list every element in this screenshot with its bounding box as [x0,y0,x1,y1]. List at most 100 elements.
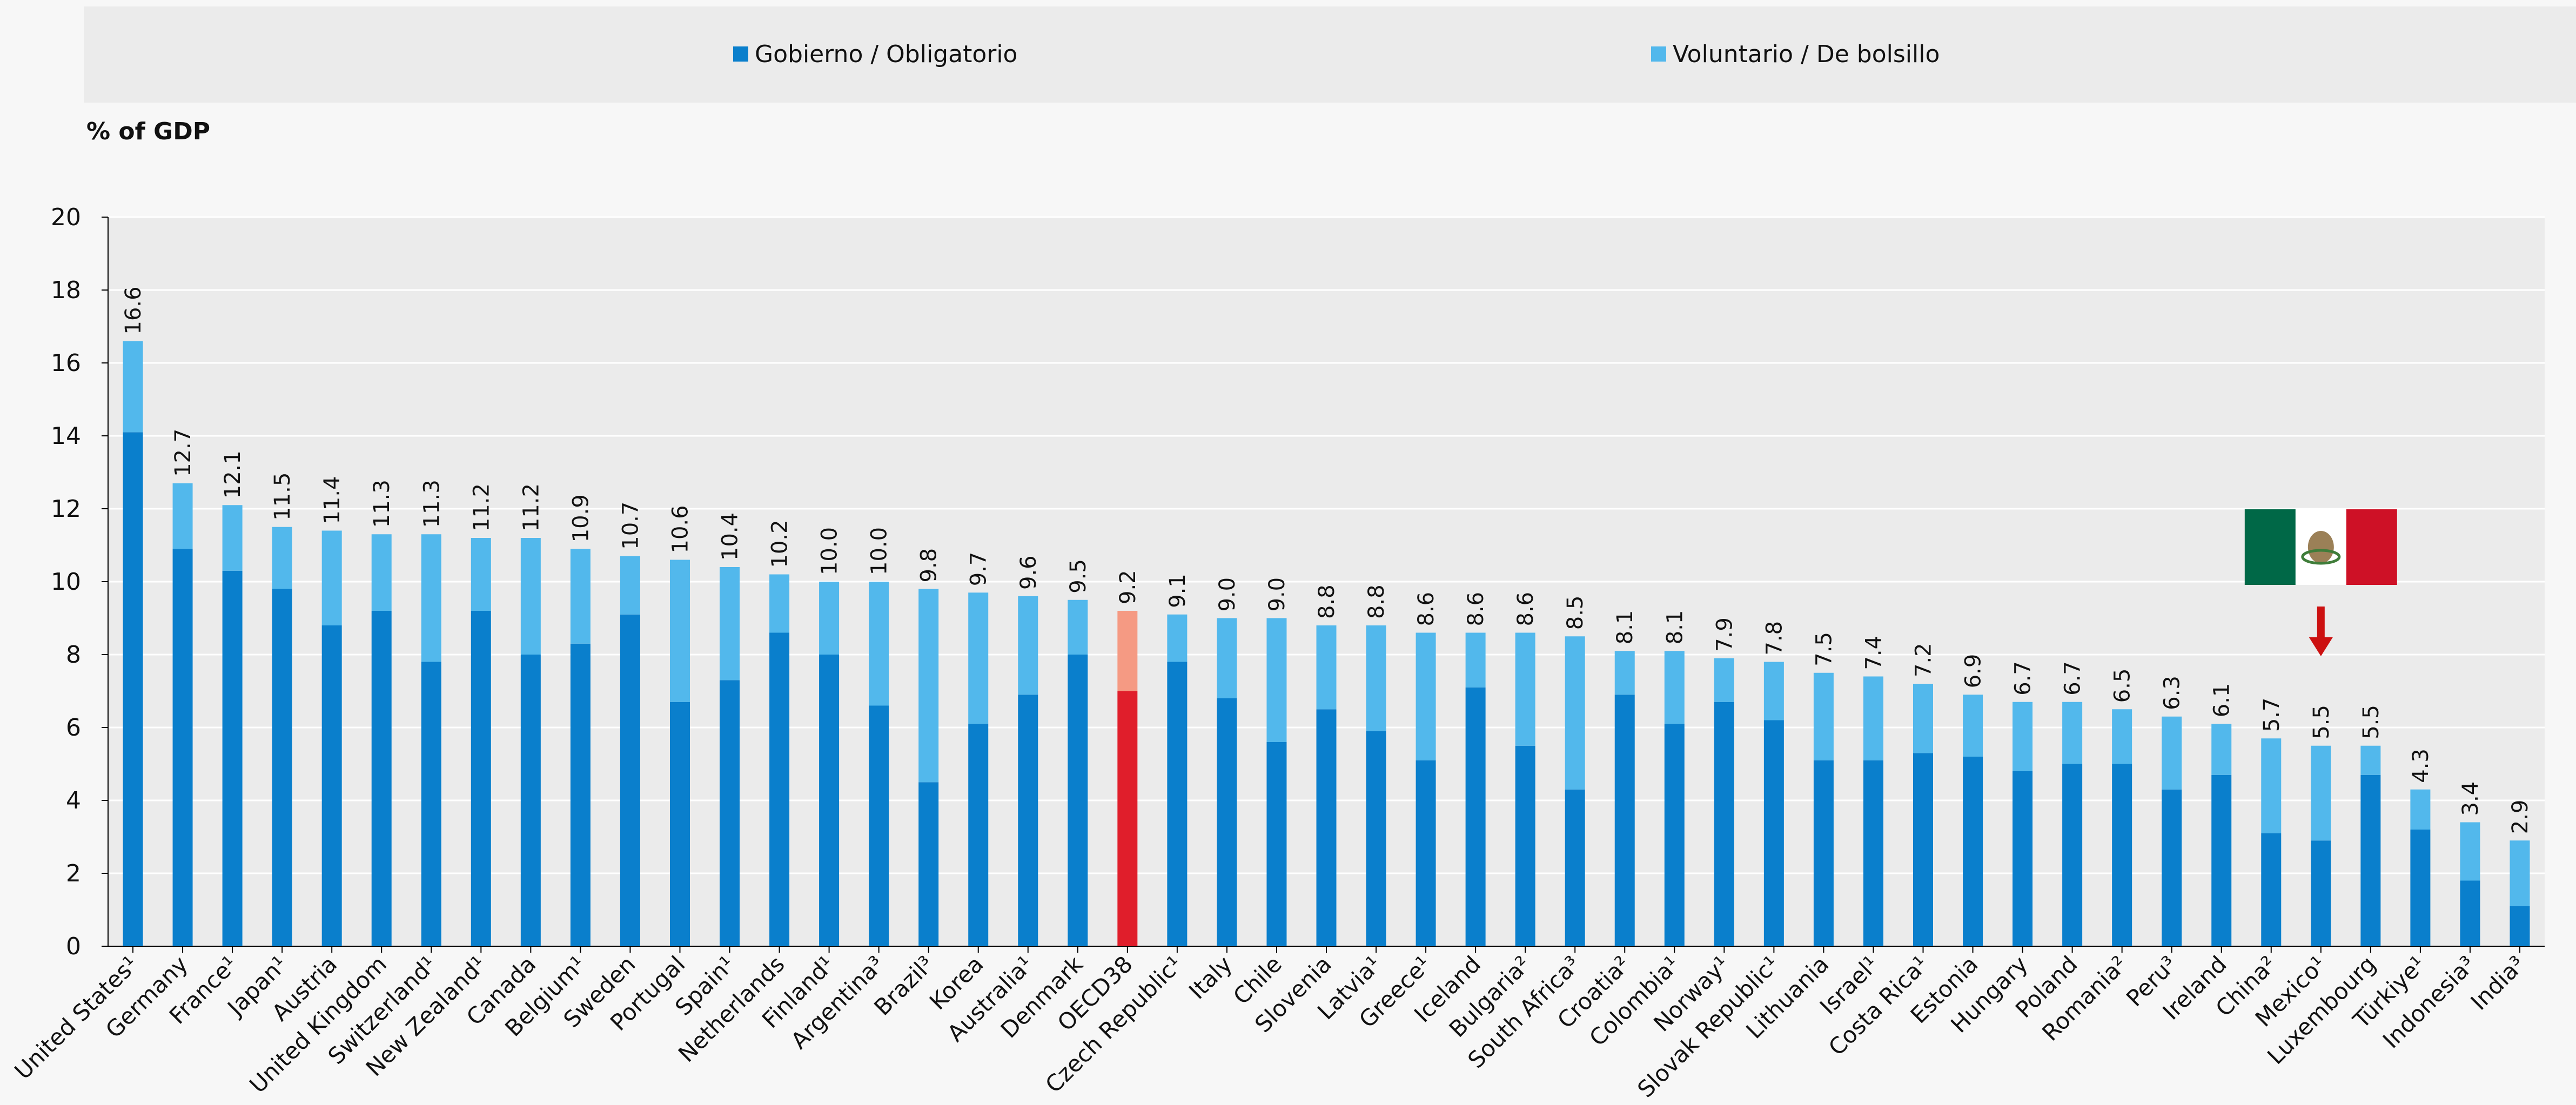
bar-segment-gobierno [2360,774,2381,946]
bar-segment-gobierno [1714,702,1734,946]
bar-segment-gobierno [1117,691,1138,946]
data-label: 8.6 [1414,592,1439,626]
data-label: 7.9 [1712,617,1737,652]
flag-stripe-red [2346,509,2397,585]
bar-segment-voluntario [1217,618,1237,698]
bar-segment-voluntario [1316,625,1337,710]
data-label: 4.3 [2409,749,2433,783]
data-label: 8.8 [1314,584,1339,619]
bar-segment-gobierno [1068,655,1088,946]
bar-segment-gobierno [1863,760,1883,946]
data-label: 9.8 [917,548,942,583]
data-label: 11.2 [519,483,544,531]
data-label: 7.4 [1861,636,1886,670]
bar-segment-gobierno [1813,760,1834,946]
bar-segment-voluntario [2013,702,2033,771]
bar-segment-voluntario [669,560,690,702]
bar-segment-gobierno [2510,906,2530,946]
bar-segment-voluntario [720,567,740,680]
bar-segment-gobierno [1963,757,1983,946]
bar-segment-gobierno [2112,764,2132,946]
data-label: 10.6 [668,505,693,553]
bar-segment-gobierno [520,655,541,946]
mexico-flag-icon [2244,509,2397,585]
data-label: 10.0 [817,527,842,575]
bar-segment-voluntario [123,341,143,433]
data-label: 8.6 [1513,592,1538,626]
bar-segment-voluntario [1714,658,1734,702]
y-axis-title: % of GDP [86,118,210,145]
bar-segment-gobierno [869,705,889,946]
data-label: 6.7 [2061,661,2085,696]
bar-segment-gobierno [2311,840,2331,946]
bar-segment-gobierno [1018,695,1038,946]
data-label: 16.6 [121,286,146,334]
bar-segment-voluntario [321,530,342,625]
data-label: 9.1 [1165,574,1190,608]
bar-segment-gobierno [471,611,491,946]
bar-segment-gobierno [2261,833,2282,946]
y-tick-label: 2 [66,860,81,887]
bar-segment-gobierno [172,549,193,946]
data-label: 7.2 [1911,643,1936,677]
bar-segment-gobierno [2162,789,2182,946]
legend-label-1: Voluntario / De bolsillo [1673,41,1940,68]
y-tick-label: 14 [51,422,81,450]
data-label: 12.7 [171,429,196,477]
data-label: 10.7 [618,502,643,550]
data-label: 8.1 [1662,610,1687,645]
bar-segment-gobierno [123,432,143,946]
bar-segment-voluntario [570,549,591,644]
bar-segment-gobierno [570,643,591,946]
bar-segment-voluntario [272,527,292,589]
data-label: 9.7 [967,552,991,587]
x-tick-label: India³ [2466,951,2530,1015]
bar-segment-voluntario [471,538,491,611]
data-label: 11.3 [419,480,444,528]
bar-segment-voluntario [1465,632,1486,688]
data-label: 6.3 [2160,676,2185,710]
bar-segment-voluntario [1565,636,1585,790]
bar-segment-voluntario [172,483,193,549]
bar-segment-gobierno [1614,695,1635,946]
data-label: 9.0 [1265,577,1290,612]
data-label: 9.6 [1016,555,1041,590]
data-label: 8.6 [1464,592,1488,626]
down-arrow-icon [2309,607,2333,656]
data-label: 7.8 [1762,621,1787,656]
bar-segment-voluntario [2211,724,2232,775]
legend-box [84,6,2576,103]
bar-segment-voluntario [918,589,939,783]
data-label: 8.8 [1364,584,1389,619]
bar-segment-voluntario [1167,614,1188,662]
data-label: 11.5 [270,473,295,521]
bar-segment-gobierno [1465,687,1486,946]
bar-segment-voluntario [1614,651,1635,695]
data-label: 12.1 [220,450,245,498]
data-label: 9.2 [1116,570,1141,604]
y-tick-label: 18 [51,277,81,304]
legend-swatch-0 [733,46,748,62]
bar-segment-voluntario [1416,632,1436,760]
bar-segment-gobierno [1366,731,1386,946]
bar-segment-gobierno [2460,880,2480,946]
bar-segment-voluntario [869,582,889,706]
bar-segment-gobierno [1217,698,1237,946]
data-label: 5.7 [2259,698,2284,732]
bar-segment-voluntario [1913,684,1933,753]
bar-segment-gobierno [2013,771,2033,946]
bar-segment-voluntario [2360,745,2381,775]
data-label: 8.1 [1613,610,1638,645]
bar-segment-gobierno [2410,830,2431,946]
data-label: 7.5 [1812,632,1836,666]
data-label: 11.2 [469,483,494,531]
bar-segment-gobierno [620,614,640,946]
flag-stripe-green [2244,509,2296,585]
bar-segment-gobierno [222,570,243,946]
bar-segment-voluntario [1963,695,1983,757]
bar-segment-voluntario [620,556,640,615]
bar-segment-gobierno [421,662,441,946]
y-tick-label: 10 [51,568,81,596]
bar-segment-gobierno [1266,742,1287,946]
